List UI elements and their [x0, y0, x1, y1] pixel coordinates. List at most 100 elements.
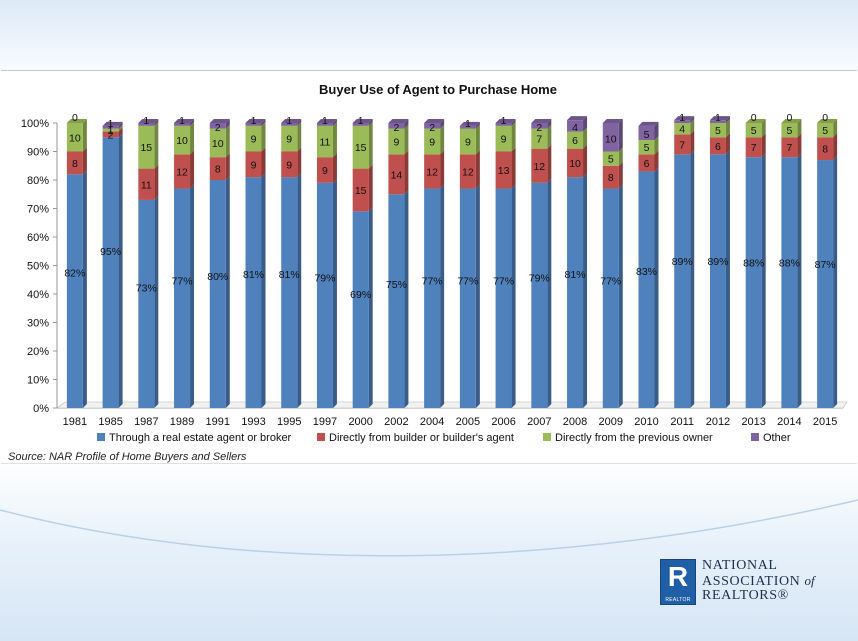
bar-segment-side [225, 153, 230, 180]
data-label: 75% [386, 279, 407, 291]
bar-segment [745, 123, 762, 138]
chart-title: Buyer Use of Agent to Purchase Home [319, 82, 557, 97]
bar-segment [745, 137, 762, 158]
legend-swatch [751, 433, 759, 441]
data-label: 80% [207, 271, 228, 283]
bar-segment-side [654, 121, 659, 141]
legend-swatch [317, 433, 325, 441]
bar-segment [388, 128, 405, 155]
bar-segment-side [725, 116, 730, 123]
data-label: 12 [426, 166, 438, 178]
bar-segment-side [511, 147, 516, 189]
data-label: 10 [176, 135, 188, 147]
bar-segment-side [118, 121, 123, 129]
bar-segment [495, 123, 512, 126]
data-label: 9 [251, 159, 257, 171]
data-label: 15 [355, 142, 367, 154]
bar-top-face [495, 119, 516, 123]
data-label: 77% [600, 276, 621, 288]
data-label: 77% [493, 276, 514, 288]
logo-line-1: NATIONAL [702, 558, 778, 573]
data-label: 4 [572, 122, 578, 134]
bar-segment-side [82, 170, 87, 408]
bar-segment [674, 134, 691, 155]
bar-segment [602, 188, 619, 408]
bar-segment [209, 157, 226, 180]
stacked-bar-chart: Buyer Use of Agent to Purchase Home 0%10… [21, 82, 848, 444]
bar-segment-side [725, 119, 730, 138]
legend-swatch [97, 433, 105, 441]
bar-segment [102, 125, 119, 129]
bar-segment [388, 154, 405, 195]
bar-segment [709, 137, 726, 155]
bar-segment-side [404, 119, 409, 129]
data-label: 9 [393, 137, 399, 149]
bar-segment [424, 123, 441, 129]
data-label: 7 [786, 142, 792, 154]
data-label: 7 [751, 142, 757, 154]
bar-segment [495, 151, 512, 189]
data-label: 11 [320, 137, 331, 149]
data-label: 73% [136, 282, 157, 294]
data-label: 1 [715, 112, 721, 124]
bar-segment-side [583, 127, 588, 149]
x-tick-label: 2000 [348, 416, 372, 428]
bar-segment [638, 171, 655, 408]
bar-segment [459, 128, 476, 155]
bar-segment [531, 182, 548, 408]
bar-segment-side [154, 121, 159, 169]
bar-segment-side [440, 150, 445, 189]
data-label: 9 [501, 134, 507, 146]
bar-segment-side [833, 133, 838, 161]
data-label: 1 [108, 125, 114, 137]
x-tick-label: 1985 [98, 416, 122, 428]
logo-line-2-word: ASSOCIATION [702, 573, 801, 589]
data-label: 2 [429, 122, 435, 134]
bar-segment [66, 151, 83, 175]
data-label: 77% [172, 276, 193, 288]
bar-segment-side [368, 121, 373, 169]
data-label: 8 [608, 172, 614, 184]
bar-segment [352, 123, 369, 126]
bar-segment-side [797, 133, 802, 158]
bar-segment-side [297, 173, 302, 408]
data-label: 1 [358, 115, 364, 127]
data-label: 5 [644, 129, 650, 141]
bar-segment-side [654, 167, 659, 408]
y-tick-label: 20% [27, 346, 49, 358]
data-label: 77% [422, 276, 443, 288]
bar-segment-side [618, 184, 623, 408]
data-label: 12 [176, 166, 188, 178]
x-tick-label: 2002 [384, 416, 408, 428]
data-label: 1 [251, 115, 257, 127]
y-tick-label: 90% [27, 147, 49, 159]
realtor-r-logo-mark: R REALTOR [660, 559, 696, 605]
x-tick-label: 1991 [206, 416, 230, 428]
bar-segment [138, 168, 155, 200]
bar-segment-side [511, 184, 516, 408]
x-tick-label: 2010 [634, 416, 658, 428]
bar-segment [245, 151, 262, 178]
bar-segment-side [154, 119, 159, 126]
bar-segment [531, 123, 548, 129]
bar-top-face [638, 121, 659, 126]
bar-segment-side [82, 147, 87, 175]
data-label: 9 [429, 137, 435, 149]
bar-top-face [781, 119, 802, 123]
bar-top-face [531, 119, 552, 123]
bar-segment-side [190, 119, 195, 126]
bar-segment-side [690, 116, 695, 123]
bar-top-face [709, 116, 730, 121]
data-label: 9 [251, 134, 257, 146]
data-label: 12 [533, 161, 545, 173]
data-label: 87% [815, 259, 836, 271]
bar-segment [209, 123, 226, 129]
data-label: 5 [644, 142, 650, 154]
bar-segment-side [82, 119, 87, 152]
bar-segment-side [332, 121, 337, 158]
bar-segment-side [190, 121, 195, 155]
x-tick-label: 2009 [599, 416, 623, 428]
bar-segment-side [583, 173, 588, 408]
bar-segment [709, 123, 726, 138]
legend-label: Directly from builder or builder's agent [329, 432, 514, 444]
